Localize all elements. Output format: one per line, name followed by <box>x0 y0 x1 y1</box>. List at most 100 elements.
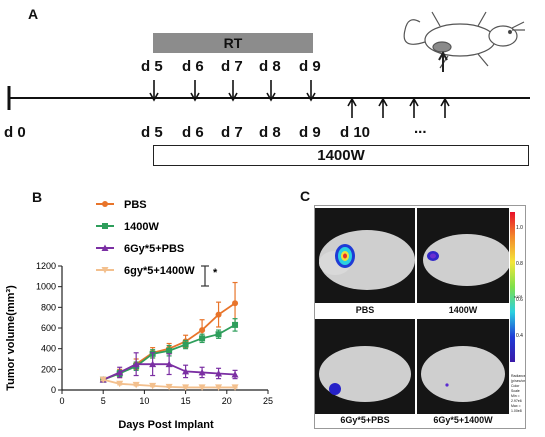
y-tick-label: 0 <box>51 385 56 395</box>
x-axis-label: Days Post Implant <box>118 419 214 431</box>
legend-label: PBS <box>124 199 147 211</box>
y-tick-label: 200 <box>41 364 56 374</box>
series-3 <box>99 376 239 391</box>
significance-bracket <box>201 265 209 287</box>
scale-tick: 1.0 <box>516 225 523 231</box>
data-point <box>231 371 239 378</box>
top-day-label: d 9 <box>299 58 321 75</box>
y-tick-label: 1200 <box>36 261 56 271</box>
x-tick-label: 15 <box>181 396 191 406</box>
data-point <box>166 347 173 354</box>
legend-label: 6gy*5+1400W <box>124 265 195 277</box>
data-point <box>102 223 108 229</box>
data-point <box>215 384 223 391</box>
x-tick-label: 25 <box>263 396 273 406</box>
y-tick-label: 400 <box>41 344 56 354</box>
data-point <box>102 201 108 207</box>
treatment-arrows <box>347 97 450 118</box>
legend-label: 1400W <box>124 221 159 233</box>
ellipsis-label: ... <box>414 120 427 137</box>
y-tick-label: 800 <box>41 302 56 312</box>
data-point <box>215 311 222 318</box>
x-tick-label: 10 <box>139 396 149 406</box>
up-arrow-2 <box>378 97 388 118</box>
scale-tick: 0.8 <box>516 261 523 267</box>
color-scale-ticks: 1.0 0.8 0.6 0.4 <box>516 210 523 354</box>
data-point <box>101 244 109 251</box>
data-point <box>232 321 239 328</box>
data-point <box>101 267 109 274</box>
y-tick-label: 1000 <box>36 282 56 292</box>
data-point <box>132 381 140 389</box>
tumor-volume-chart: 0 5 10 15 20 25 0 200 400 600 800 1000 1200 PBS 1400W… <box>5 199 273 431</box>
note-line: Color Scale <box>511 384 520 393</box>
legend-item: 1400W <box>96 221 159 233</box>
data-point <box>232 300 239 307</box>
up-arrow-4 <box>440 97 450 118</box>
data-point <box>182 367 190 375</box>
data-point <box>116 380 124 388</box>
rt-arrows <box>149 80 316 102</box>
significance-star: * <box>213 267 218 279</box>
rt-label: RT <box>223 35 243 51</box>
scale-tick: 0.4 <box>516 333 523 339</box>
caption-6gy-pbs: 6Gy*5+PBS <box>340 415 390 425</box>
bottom-day-label: d 6 <box>182 124 204 141</box>
caption-pbs: PBS <box>355 305 375 315</box>
treatment-label: 1400W <box>317 147 365 164</box>
panel-a-letter: A <box>28 6 39 22</box>
data-point <box>231 384 239 391</box>
x-tick-label: 5 <box>101 396 106 406</box>
data-point <box>182 384 190 391</box>
data-point <box>199 327 206 334</box>
scale-tick: 0.6 <box>516 297 523 303</box>
top-day-label: d 6 <box>182 58 204 75</box>
bottom-day-label: d 8 <box>259 124 281 141</box>
data-point <box>215 331 222 338</box>
rt-arrow-d9 <box>306 80 316 102</box>
image-tile-6gy-pbs <box>315 319 415 414</box>
image-tile-pbs <box>315 208 415 303</box>
series-2 <box>99 352 239 383</box>
bottom-day-label: d 10 <box>340 124 371 141</box>
legend-item: 6gy*5+1400W <box>96 265 195 277</box>
caption-6gy-1400w: 6Gy*5+1400W <box>433 415 493 425</box>
color-scale-note: Radiance (p/sec/cm²/sr) Color Scale Min … <box>511 374 525 414</box>
bottom-day-label: d 5 <box>141 124 163 141</box>
data-point <box>199 335 206 342</box>
y-tick-label: 600 <box>41 323 56 333</box>
caption-1400w: 1400W <box>448 305 478 315</box>
scale-exponent: x10⁸ <box>514 294 523 299</box>
data-point <box>182 341 189 348</box>
data-point <box>132 360 140 368</box>
note-line: Max = 1.00e8 <box>511 404 522 413</box>
image-tile-1400w <box>417 208 509 303</box>
chart-axes: 0 5 10 15 20 25 0 200 400 600 800 1000 1200 <box>36 261 273 406</box>
bottom-day-label: d 9 <box>299 124 321 141</box>
tumor-pointer-arrow <box>438 50 448 72</box>
start-day-label: d 0 <box>4 124 26 141</box>
note-line: Radiance <box>511 374 525 378</box>
data-point <box>198 368 206 376</box>
rt-arrow-d5 <box>149 80 159 102</box>
chart-series <box>99 281 239 391</box>
rt-bar: RT <box>153 33 313 53</box>
timeline <box>7 11 530 118</box>
rt-arrow-d6 <box>190 80 200 102</box>
rt-arrow-d8 <box>266 80 276 102</box>
mouse-illustration <box>403 11 525 69</box>
top-day-label: d 7 <box>221 58 243 75</box>
legend-item: 6Gy*5+PBS <box>96 243 184 255</box>
up-arrow-1 <box>347 97 357 118</box>
data-point <box>149 360 157 368</box>
imaging-panel: PBS 1400W 6Gy*5+PBS 6Gy*5+1400W 1.0 0.8 … <box>314 205 526 429</box>
note-line: (p/sec/cm²/sr) <box>511 379 525 383</box>
legend-label: 6Gy*5+PBS <box>124 243 184 255</box>
top-day-label: d 5 <box>141 58 163 75</box>
data-point <box>165 383 173 391</box>
data-point <box>215 369 223 377</box>
bottom-day-label: d 7 <box>221 124 243 141</box>
legend-item: PBS <box>96 199 147 211</box>
chart-legend: PBS 1400W 6Gy*5+PBS 6gy*5+1400W <box>96 199 195 277</box>
panel-b-letter: B <box>32 189 43 205</box>
